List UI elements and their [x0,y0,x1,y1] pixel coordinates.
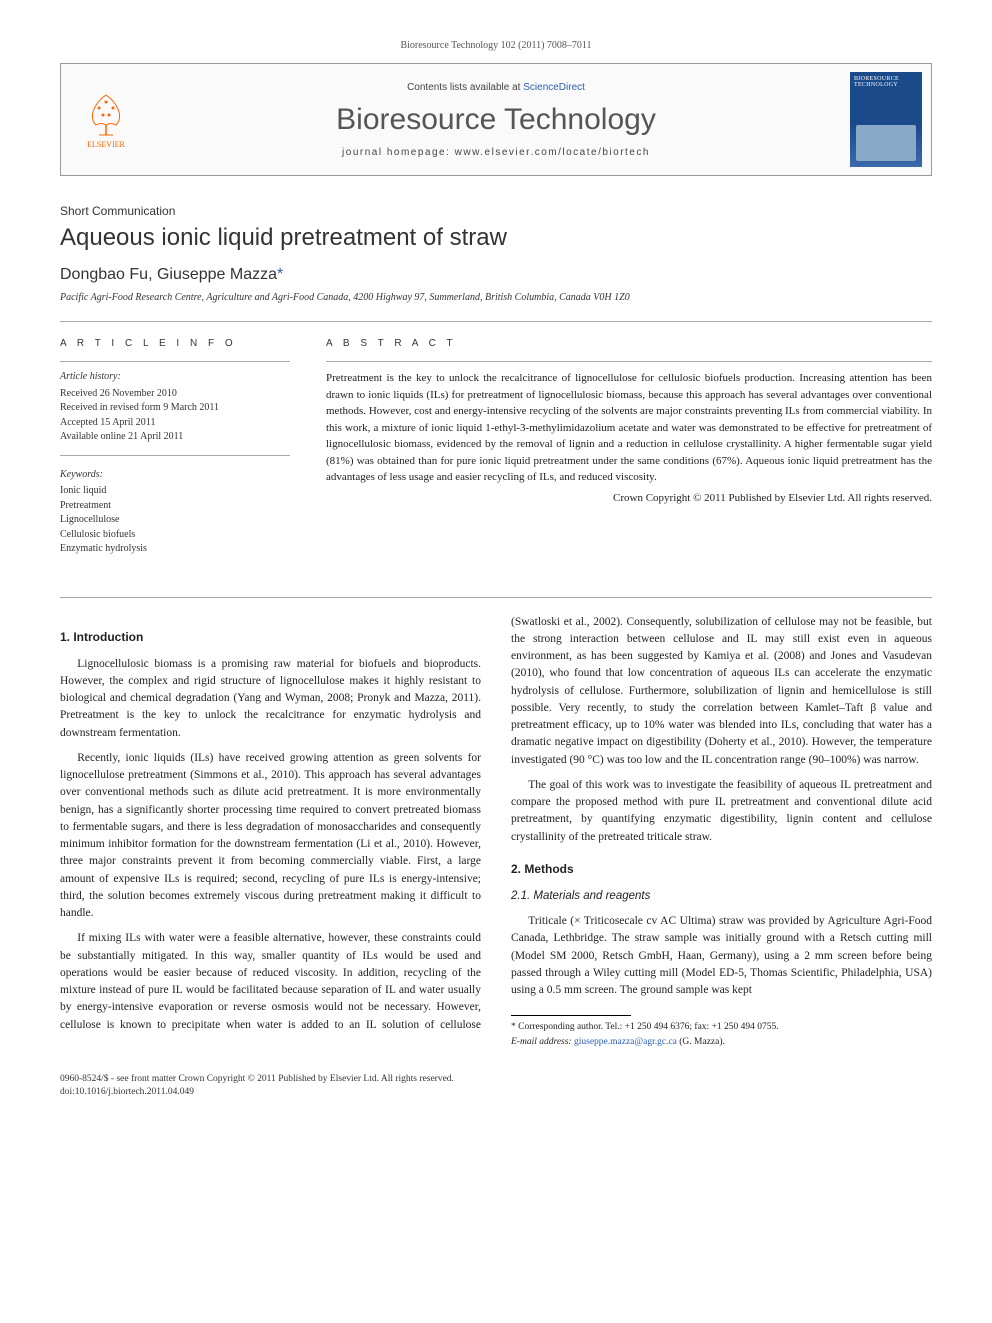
publisher-name: ELSEVIER [87,140,125,149]
footnote-email[interactable]: giuseppe.mazza@agr.gc.ca [574,1037,677,1047]
page-footer: 0960-8524/$ - see front matter Crown Cop… [60,1073,932,1100]
article-history-block: Article history: Received 26 November 20… [60,370,290,456]
elsevier-tree-icon [81,90,131,140]
cover-image-placeholder [856,125,916,161]
keyword: Pretreatment [60,499,290,514]
homepage-prefix: journal homepage: [342,147,455,158]
footnote-separator [511,1015,631,1016]
article-type: Short Communication [60,204,932,218]
masthead-center: Contents lists available at ScienceDirec… [151,64,841,175]
history-revised: Received in revised form 9 March 2011 [60,401,290,416]
keywords-list: Ionic liquid Pretreatment Lignocellulose… [60,484,290,557]
info-divider [60,361,290,362]
history-accepted: Accepted 15 April 2011 [60,416,290,431]
section-divider [60,597,932,598]
section-2-1-heading: 2.1. Materials and reagents [511,888,932,905]
article-info-heading: A R T I C L E I N F O [60,338,290,349]
author-names: Dongbao Fu, Giuseppe Mazza [60,266,277,283]
article-title: Aqueous ionic liquid pretreatment of str… [60,224,932,252]
section-2-heading: 2. Methods [511,860,932,878]
body-paragraph: Lignocellulosic biomass is a promising r… [60,656,481,742]
journal-homepage-line: journal homepage: www.elsevier.com/locat… [342,147,650,158]
author-list: Dongbao Fu, Giuseppe Mazza* [60,266,932,284]
footnote-corr-text: * Corresponding author. Tel.: +1 250 494… [511,1022,779,1032]
footnote-email-label: E-mail address: [511,1037,572,1047]
homepage-url[interactable]: www.elsevier.com/locate/biortech [455,147,650,158]
footer-copyright: 0960-8524/$ - see front matter Crown Cop… [60,1073,932,1086]
corresponding-marker: * [277,266,283,283]
keyword: Ionic liquid [60,484,290,499]
footer-doi: doi:10.1016/j.biortech.2011.04.049 [60,1086,932,1099]
keyword: Cellulosic biofuels [60,528,290,543]
journal-reference: Bioresource Technology 102 (2011) 7008–7… [60,40,932,51]
cover-thumbnail-box: BIORESOURCE TECHNOLOGY [841,64,931,175]
keyword: Lignocellulose [60,513,290,528]
elsevier-logo: ELSEVIER [71,80,141,160]
corresponding-author-footnote: * Corresponding author. Tel.: +1 250 494… [511,1020,932,1049]
keyword: Enzymatic hydrolysis [60,542,290,557]
journal-title: Bioresource Technology [336,103,656,137]
article-info-column: A R T I C L E I N F O Article history: R… [60,338,290,579]
history-received: Received 26 November 2010 [60,387,290,402]
abstract-text: Pretreatment is the key to unlock the re… [326,370,932,486]
history-label: Article history: [60,370,290,385]
body-paragraph: Recently, ionic liquids (ILs) have recei… [60,750,481,923]
info-abstract-row: A R T I C L E I N F O Article history: R… [60,338,932,579]
keywords-label: Keywords: [60,468,290,483]
body-two-column: 1. Introduction Lignocellulosic biomass … [60,614,932,1049]
sciencedirect-link[interactable]: ScienceDirect [523,82,585,93]
cover-title: BIORESOURCE TECHNOLOGY [854,76,918,88]
publisher-logo-box: ELSEVIER [61,64,151,175]
journal-masthead: ELSEVIER Contents lists available at Sci… [60,63,932,176]
abstract-column: A B S T R A C T Pretreatment is the key … [326,338,932,579]
abstract-divider [326,361,932,362]
section-1-heading: 1. Introduction [60,628,481,646]
abstract-heading: A B S T R A C T [326,338,932,349]
body-paragraph: The goal of this work was to investigate… [511,777,932,846]
body-paragraph: Triticale (× Triticosecale cv AC Ultima)… [511,913,932,999]
abstract-copyright: Crown Copyright © 2011 Published by Else… [326,492,932,504]
history-online: Available online 21 April 2011 [60,430,290,445]
contents-prefix: Contents lists available at [407,82,523,93]
keywords-block: Keywords: Ionic liquid Pretreatment Lign… [60,468,290,567]
affiliation: Pacific Agri-Food Research Centre, Agric… [60,292,932,303]
contents-available-line: Contents lists available at ScienceDirec… [407,82,585,93]
section-divider [60,321,932,322]
footnote-email-suffix: (G. Mazza). [679,1037,725,1047]
journal-cover-thumbnail: BIORESOURCE TECHNOLOGY [850,72,922,167]
